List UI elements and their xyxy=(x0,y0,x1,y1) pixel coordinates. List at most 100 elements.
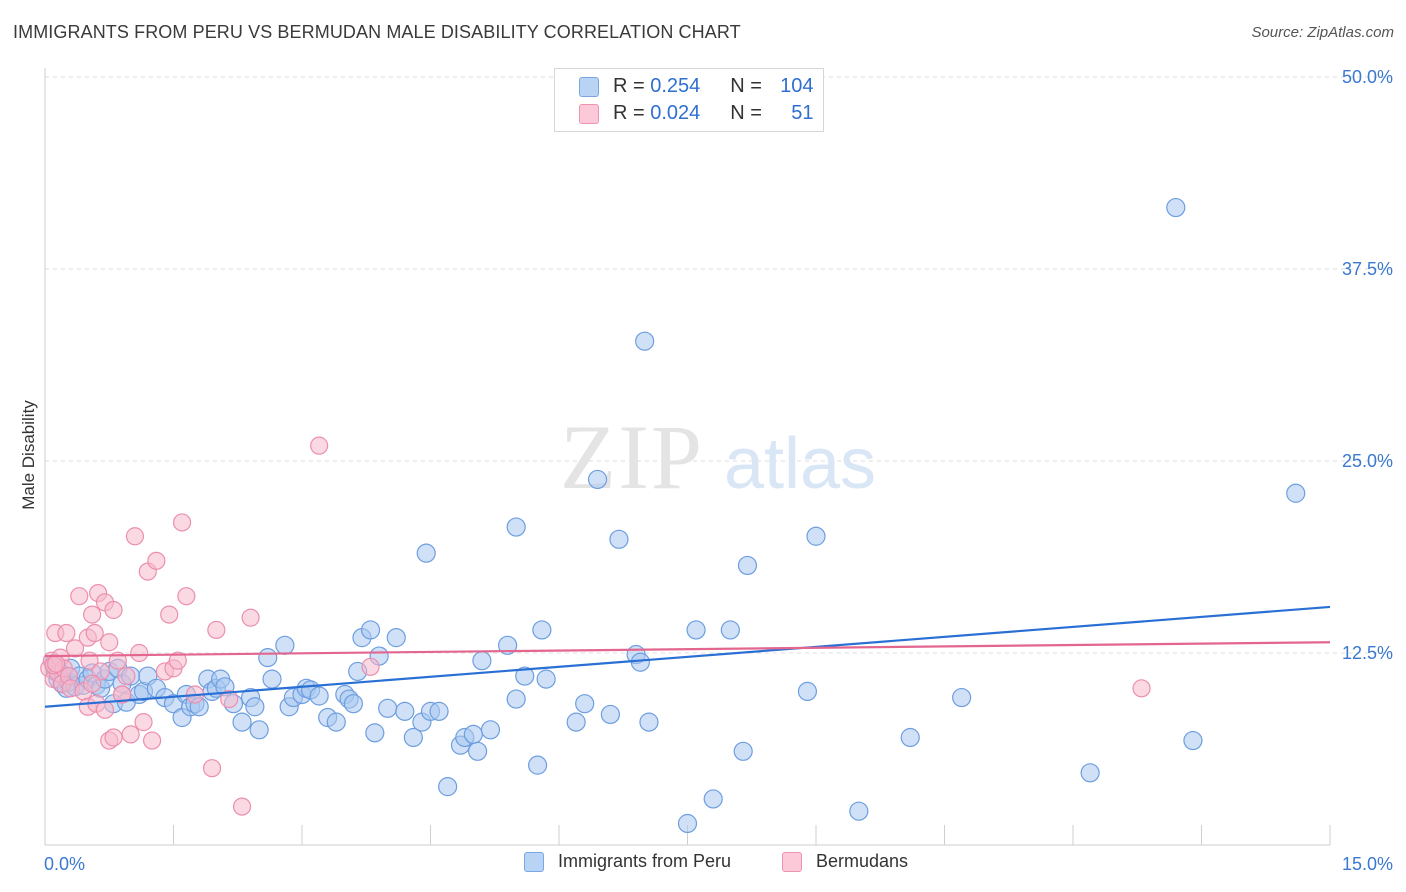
data-point xyxy=(536,669,556,689)
data-point xyxy=(566,712,586,732)
data-point xyxy=(112,685,132,704)
data-point xyxy=(202,759,222,778)
data-point xyxy=(220,689,239,709)
data-point xyxy=(506,517,526,537)
data-point xyxy=(515,666,535,686)
data-point xyxy=(134,713,153,732)
data-point xyxy=(245,697,265,717)
x-tick-label: 15.0% xyxy=(1342,854,1393,874)
y-axis-label: Male Disability xyxy=(19,400,38,510)
data-point xyxy=(275,635,295,655)
data-point xyxy=(609,529,629,549)
data-point xyxy=(600,704,621,725)
swatch-pink xyxy=(579,103,599,124)
data-point xyxy=(1286,483,1306,503)
legend-item-peru: Immigrants from Peru xyxy=(524,851,731,872)
data-point xyxy=(65,639,85,658)
data-point xyxy=(160,605,179,624)
data-point xyxy=(480,720,501,740)
data-point xyxy=(125,527,145,546)
legend-item-bermudans: Bermudans xyxy=(782,851,908,872)
trend-line xyxy=(44,641,1331,658)
data-point xyxy=(232,797,252,816)
stat-r-value: 0.024 xyxy=(650,102,701,124)
data-point xyxy=(310,436,329,455)
data-point xyxy=(104,728,123,747)
data-point xyxy=(177,587,196,606)
data-point xyxy=(1132,679,1151,698)
trend-line xyxy=(44,605,1331,708)
data-point xyxy=(532,620,552,640)
data-point xyxy=(639,712,659,732)
data-point xyxy=(1183,730,1203,751)
data-point xyxy=(241,608,260,627)
data-point xyxy=(85,623,104,643)
data-point xyxy=(952,687,972,708)
x-tick-label: 0.0% xyxy=(44,854,85,874)
data-point xyxy=(121,725,140,744)
data-point xyxy=(378,698,398,718)
data-point xyxy=(733,741,753,761)
y-tick-label: 12.5% xyxy=(1342,643,1393,663)
source-label: Source: ZipAtlas.com xyxy=(1251,24,1394,41)
data-point xyxy=(130,643,149,663)
data-point xyxy=(117,666,136,686)
data-point xyxy=(147,551,166,570)
data-point xyxy=(463,724,483,745)
data-point xyxy=(737,555,758,576)
data-point xyxy=(47,654,66,673)
data-point xyxy=(527,755,548,775)
data-point xyxy=(104,600,123,620)
stat-n-value: 51 xyxy=(791,102,814,124)
stats-row-blue: R = 0.254 N = 104 xyxy=(579,75,814,98)
watermark-atlas: atlas xyxy=(724,424,876,504)
series-immigrants-from-peru xyxy=(43,197,1306,834)
data-point xyxy=(438,777,458,797)
stat-r-label: R = xyxy=(613,102,645,124)
data-point xyxy=(900,727,920,748)
y-tick-label: 37.5% xyxy=(1342,259,1393,279)
data-point xyxy=(100,633,119,652)
data-point xyxy=(498,635,518,655)
data-point xyxy=(95,700,115,719)
data-point xyxy=(429,701,449,721)
data-point xyxy=(57,623,76,643)
tick-labels: 12.5% 25.0% 37.5% 50.0% 0.0% 15.0% xyxy=(44,67,1393,874)
data-point xyxy=(258,648,278,668)
data-point xyxy=(1080,763,1100,783)
data-point xyxy=(472,651,492,671)
data-point xyxy=(395,701,415,721)
data-point xyxy=(797,681,818,702)
y-tick-label: 25.0% xyxy=(1342,451,1393,471)
data-point xyxy=(83,674,102,693)
stats-legend: R = 0.254 N = 104 R = 0.024 N = 51 xyxy=(554,68,824,132)
data-point xyxy=(1166,197,1186,218)
legend-swatch-blue xyxy=(524,851,544,872)
swatch-blue xyxy=(579,76,599,97)
data-point xyxy=(720,620,740,640)
data-point xyxy=(365,723,385,743)
stats-row-pink: R = 0.024 N = 51 xyxy=(579,102,814,125)
axes xyxy=(44,68,1331,846)
stat-n-label: N = xyxy=(730,75,762,97)
trend-lines xyxy=(44,605,1331,708)
data-point xyxy=(403,727,423,748)
data-point xyxy=(360,620,381,640)
gridlines xyxy=(45,76,1392,654)
data-point xyxy=(91,662,110,681)
data-point xyxy=(703,789,723,809)
data-point xyxy=(232,712,252,732)
data-point xyxy=(142,731,162,750)
data-point xyxy=(635,331,655,351)
data-point xyxy=(326,712,346,732)
data-point xyxy=(630,652,650,672)
data-point xyxy=(575,694,595,714)
data-point xyxy=(309,686,329,706)
legend-swatch-pink xyxy=(782,851,802,872)
data-point xyxy=(806,526,826,546)
stat-r-value: 0.254 xyxy=(650,75,701,97)
data-point xyxy=(172,513,192,532)
data-point xyxy=(686,620,706,640)
stat-n-value: 104 xyxy=(780,75,814,97)
chart-title: IMMIGRANTS FROM PERU VS BERMUDAN MALE DI… xyxy=(13,22,741,42)
